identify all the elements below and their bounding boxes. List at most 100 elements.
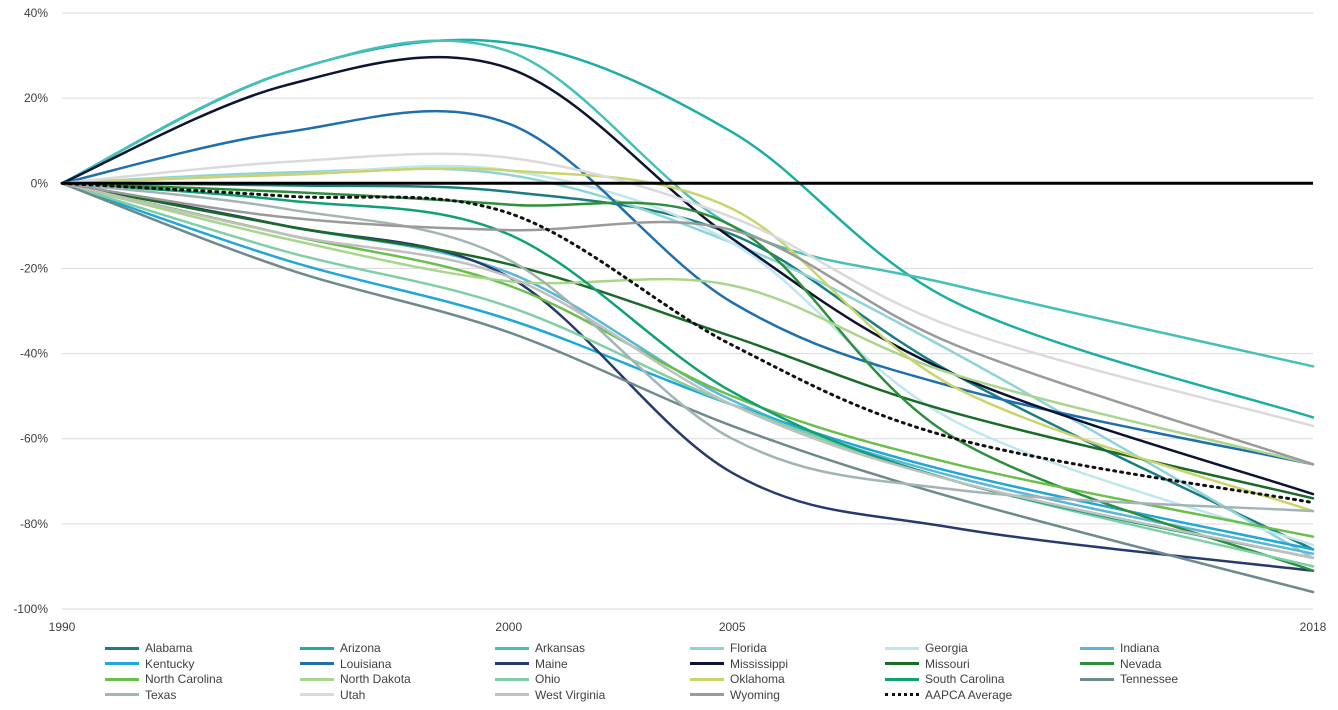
legend-item: Louisiana	[300, 656, 391, 672]
legend-swatch	[690, 646, 724, 650]
legend-swatch	[885, 677, 919, 681]
y-tick-label: -100%	[13, 602, 48, 616]
legend-label: Georgia	[925, 641, 968, 655]
legend-item: South Carolina	[885, 671, 1004, 687]
legend-label: Wyoming	[730, 687, 780, 702]
legend-swatch	[495, 693, 529, 696]
legend-label: Indiana	[1120, 641, 1160, 655]
legend-swatch	[495, 646, 529, 650]
legend-item: Maine	[495, 656, 568, 672]
legend-swatch	[885, 662, 919, 665]
legend-label: Nevada	[1120, 656, 1162, 671]
legend-label: Kentucky	[145, 656, 195, 671]
legend-label: Missouri	[925, 656, 970, 671]
legend-item: North Dakota	[300, 671, 411, 687]
legend-label: Oklahoma	[730, 672, 785, 686]
legend-swatch	[885, 693, 919, 696]
legend-swatch	[1080, 662, 1114, 665]
legend-swatch	[1080, 677, 1114, 681]
y-tick-label: 40%	[24, 6, 48, 20]
legend-swatch	[690, 693, 724, 696]
y-axis-tick-labels: 40% 20% 0% -20% -40% -60% -80% -100%	[13, 6, 48, 616]
series-line-wyoming	[60, 182, 1315, 466]
legend-item: Kentucky	[105, 656, 194, 672]
legend-label: Tennessee	[1120, 672, 1179, 686]
series-line-tennessee	[60, 182, 1315, 594]
legend-label: Maine	[535, 656, 568, 671]
legend-item: Missouri	[885, 656, 970, 672]
legend-label: North Carolina	[145, 672, 223, 686]
legend-item: Arizona	[300, 640, 381, 656]
legend-swatch	[105, 693, 139, 696]
y-tick-label: -60%	[20, 432, 48, 446]
legend-label: Texas	[145, 687, 177, 702]
legend-item: Oklahoma	[690, 671, 785, 687]
legend-label: Utah	[340, 687, 366, 702]
series-line-indiana	[60, 182, 1315, 555]
legend-label: Florida	[730, 641, 767, 655]
legend-item: Nevada	[1080, 656, 1161, 672]
series-line-nevada	[60, 182, 1315, 572]
legend-item: Georgia	[885, 640, 968, 656]
legend-item: Tennessee	[1080, 671, 1178, 687]
y-tick-label: -80%	[20, 517, 48, 531]
legend-swatch	[300, 693, 334, 696]
legend-item: Utah	[300, 687, 365, 703]
legend-swatch	[495, 677, 529, 681]
series-line-kentucky	[60, 182, 1315, 551]
legend-item: West Virginia	[495, 687, 605, 703]
legend-label: South Carolina	[925, 672, 1005, 686]
series-line-texas	[60, 182, 1315, 513]
legend-item: Texas	[105, 687, 176, 703]
legend-label: Mississippi	[730, 656, 789, 671]
legend-label: Ohio	[535, 672, 561, 686]
legend-swatch	[1080, 646, 1114, 650]
y-tick-label: -40%	[20, 347, 48, 361]
legend-label: AAPCA Average	[925, 687, 1013, 702]
series-line-mississippi	[60, 55, 1315, 496]
legend-label: West Virginia	[535, 687, 606, 702]
legend-swatch	[690, 677, 724, 681]
legend-swatch	[105, 662, 139, 665]
legend-item: North Carolina	[105, 671, 222, 687]
y-tick-label: 0%	[31, 176, 49, 190]
series-line-utah	[60, 152, 1315, 428]
series-line-north-carolina	[60, 182, 1315, 538]
legend-swatch	[495, 662, 529, 665]
x-tick-label: 1990	[49, 620, 76, 634]
x-tick-label: 2000	[495, 620, 522, 634]
legend-item: Ohio	[495, 671, 560, 687]
series-line-alabama	[60, 182, 1315, 551]
legend-item: Arkansas	[495, 640, 585, 656]
legend-swatch	[885, 646, 919, 650]
series-lines	[60, 38, 1315, 594]
y-tick-label: -20%	[20, 261, 48, 275]
legend-swatch	[300, 646, 334, 650]
x-tick-label: 2018	[1300, 620, 1327, 634]
x-axis-tick-labels: 1990 2000 2005 2018	[49, 620, 1327, 634]
series-line-aapca-average	[60, 181, 1315, 505]
x-tick-label: 2005	[719, 620, 746, 634]
series-line-arkansas	[60, 39, 1315, 368]
legend-swatch	[105, 646, 139, 650]
series-line-missouri	[60, 182, 1315, 500]
legend-swatch	[300, 677, 334, 681]
legend-item: Mississippi	[690, 656, 788, 672]
legend-label: Arizona	[340, 641, 381, 655]
legend-swatch	[690, 662, 724, 665]
legend-label: North Dakota	[340, 672, 411, 686]
series-line-oklahoma	[60, 167, 1315, 513]
legend-item: AAPCA Average	[885, 687, 1012, 703]
legend-label: Louisiana	[340, 656, 392, 671]
legend-item: Wyoming	[690, 687, 780, 703]
legend-label: Alabama	[145, 641, 193, 655]
legend-label: Arkansas	[535, 641, 586, 655]
legend-swatch	[105, 677, 139, 681]
legend-item: Florida	[690, 640, 767, 656]
series-line-north-dakota	[60, 182, 1315, 466]
legend-swatch	[300, 662, 334, 665]
legend-item: Indiana	[1080, 640, 1159, 656]
legend-item: Alabama	[105, 640, 192, 656]
series-line-west-virginia	[60, 182, 1315, 560]
